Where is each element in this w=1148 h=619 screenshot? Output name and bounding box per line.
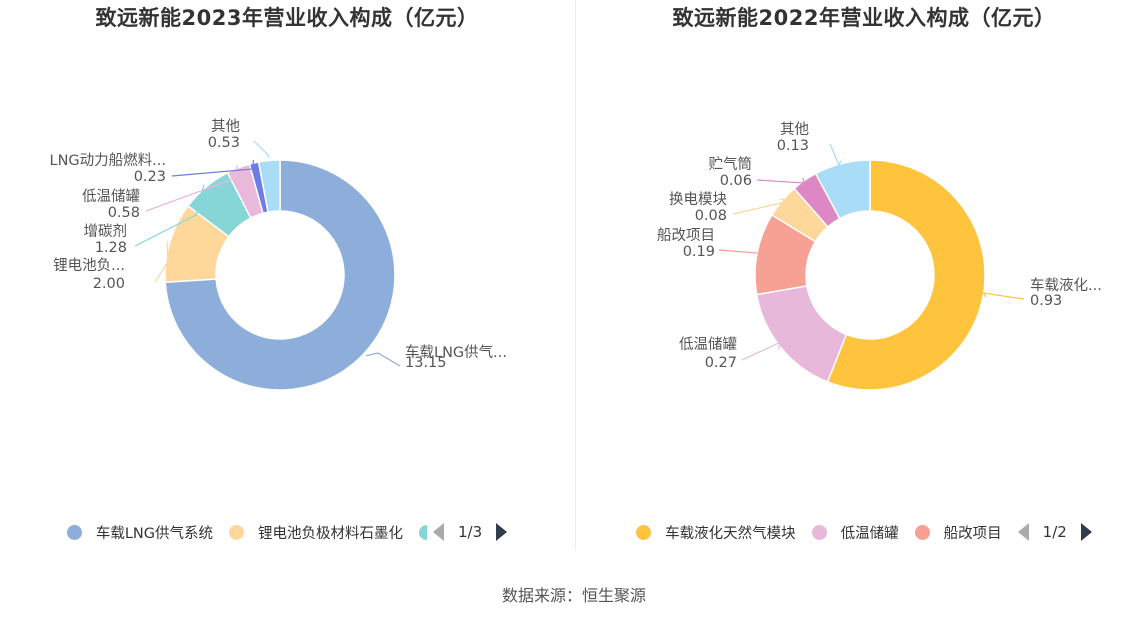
slice-value-label-0: 13.15 — [405, 355, 447, 371]
slice-label-0: 车载液化... — [1030, 277, 1102, 294]
legend-swatch — [811, 524, 827, 540]
pie-slice-5[interactable] — [814, 159, 871, 220]
label-leader-line-1 — [154, 241, 169, 283]
slice-value-label-4: 0.23 — [134, 169, 166, 185]
legend-swatch — [636, 524, 652, 540]
next-page-icon[interactable] — [1080, 523, 1092, 541]
slice-value-label-0: 0.93 — [1030, 293, 1062, 309]
pie-slice-0[interactable] — [826, 159, 986, 391]
legend-label: 船改项目 — [943, 525, 1002, 542]
slice-label-1: 低温储罐 — [679, 336, 737, 353]
slice-label-4: 贮气筒 — [709, 156, 753, 173]
slice-label-3: 低温储罐 — [82, 188, 140, 205]
label-leader-line-1 — [741, 340, 783, 361]
label-leader-line-4 — [171, 160, 254, 177]
legend-swatch-partial — [419, 524, 428, 540]
legend-item-0[interactable]: 车载液化天然气模块 — [636, 522, 796, 543]
chart-title-2023: 致远新能2023年营业收入构成（亿元） — [95, 6, 479, 30]
label-leader-line-0 — [981, 292, 1025, 300]
data-source: 数据来源：恒生聚源 — [501, 586, 646, 605]
label-leader-line-2 — [134, 184, 205, 247]
legend-item-2[interactable]: 船改项目 — [914, 522, 1002, 543]
slice-value-label-3: 0.08 — [695, 208, 727, 224]
legend-page-indicator: 1/2 — [1042, 523, 1067, 541]
slice-value-label-1: 2.00 — [93, 276, 125, 292]
slice-value-label-2: 1.28 — [95, 240, 127, 256]
slice-label-4: LNG动力船燃料... — [50, 151, 167, 169]
label-leader-line-4 — [756, 177, 805, 184]
chart-panel-2023: 致远新能2023年营业收入构成（亿元） 车载LNG供气... 13.15 锂电池负.… — [0, 0, 574, 560]
legend-item-1[interactable]: 低温储罐 — [811, 522, 899, 543]
slice-label-3: 换电模块 — [669, 191, 727, 208]
pie-slice-1[interactable] — [755, 284, 848, 383]
label-leader-line-5 — [829, 143, 842, 167]
slice-label-2: 增碳剂 — [84, 223, 128, 240]
legend-swatch — [229, 524, 245, 540]
legend-label: 车载液化天然气模块 — [665, 525, 796, 542]
pie-slice-5[interactable] — [257, 159, 281, 213]
slice-value-label-1: 0.27 — [705, 355, 737, 371]
legend-item-0[interactable]: 车载LNG供气系统 — [66, 522, 214, 543]
slice-value-label-2: 0.19 — [683, 244, 715, 260]
label-leader-line-3 — [732, 198, 791, 215]
legend-label: 车载LNG供气系统 — [95, 525, 214, 542]
legend-page-indicator: 1/3 — [458, 523, 483, 541]
slice-label-5: 其他 — [780, 121, 809, 138]
prev-page-icon[interactable] — [1017, 523, 1029, 541]
legend-swatch — [66, 524, 82, 540]
slice-label-0: 车载LNG供气... — [405, 344, 507, 361]
slice-label-2: 船改项目 — [657, 227, 715, 244]
slice-value-label-3: 0.58 — [108, 205, 140, 221]
slice-value-label-4: 0.06 — [720, 173, 752, 189]
legend-label: 低温储罐 — [840, 525, 899, 542]
slice-value-label-5: 0.53 — [208, 135, 240, 151]
legend-label: 锂电池负极材料石墨化 — [258, 525, 404, 542]
pie-slice-0[interactable] — [164, 159, 396, 391]
legend-pager: 1/2 — [1017, 523, 1092, 541]
label-leader-line-5 — [253, 140, 270, 158]
slice-label-1: 锂电池负... — [53, 257, 125, 274]
next-page-icon[interactable] — [496, 523, 508, 541]
legend-2023: 车载LNG供气系统 锂电池负极材料石墨化 1/3 — [0, 519, 574, 545]
legend-2022: 车载液化天然气模块 低温储罐 船改项目 1/2 — [577, 519, 1148, 545]
label-leader-line-0 — [365, 352, 401, 367]
donut-chart-2022: 车载液化...0.93低温储罐0.27船改项目0.19换电模块0.08贮气筒0.… — [657, 121, 1102, 391]
chart-title-2022: 致远新能2022年营业收入构成（亿元） — [672, 6, 1056, 30]
label-leader-line-3 — [145, 164, 238, 212]
legend-pager: 1/3 — [433, 523, 508, 541]
donut-chart-2023: 车载LNG供气...13.15锂电池负...2.00增碳剂1.28低温储罐0.5… — [50, 118, 507, 391]
slice-label-5: 其他 — [211, 118, 240, 135]
prev-page-icon[interactable] — [433, 523, 445, 541]
label-leader-line-2 — [718, 249, 758, 254]
chart-panel-2022: 致远新能2022年营业收入构成（亿元） 车载液化... 0.93 低温储罐 0.27 船… — [577, 0, 1148, 560]
legend-item-1[interactable]: 锂电池负极材料石墨化 — [229, 522, 403, 543]
panel-divider — [575, 0, 576, 550]
slice-value-label-5: 0.13 — [777, 138, 809, 154]
legend-swatch — [914, 524, 930, 540]
